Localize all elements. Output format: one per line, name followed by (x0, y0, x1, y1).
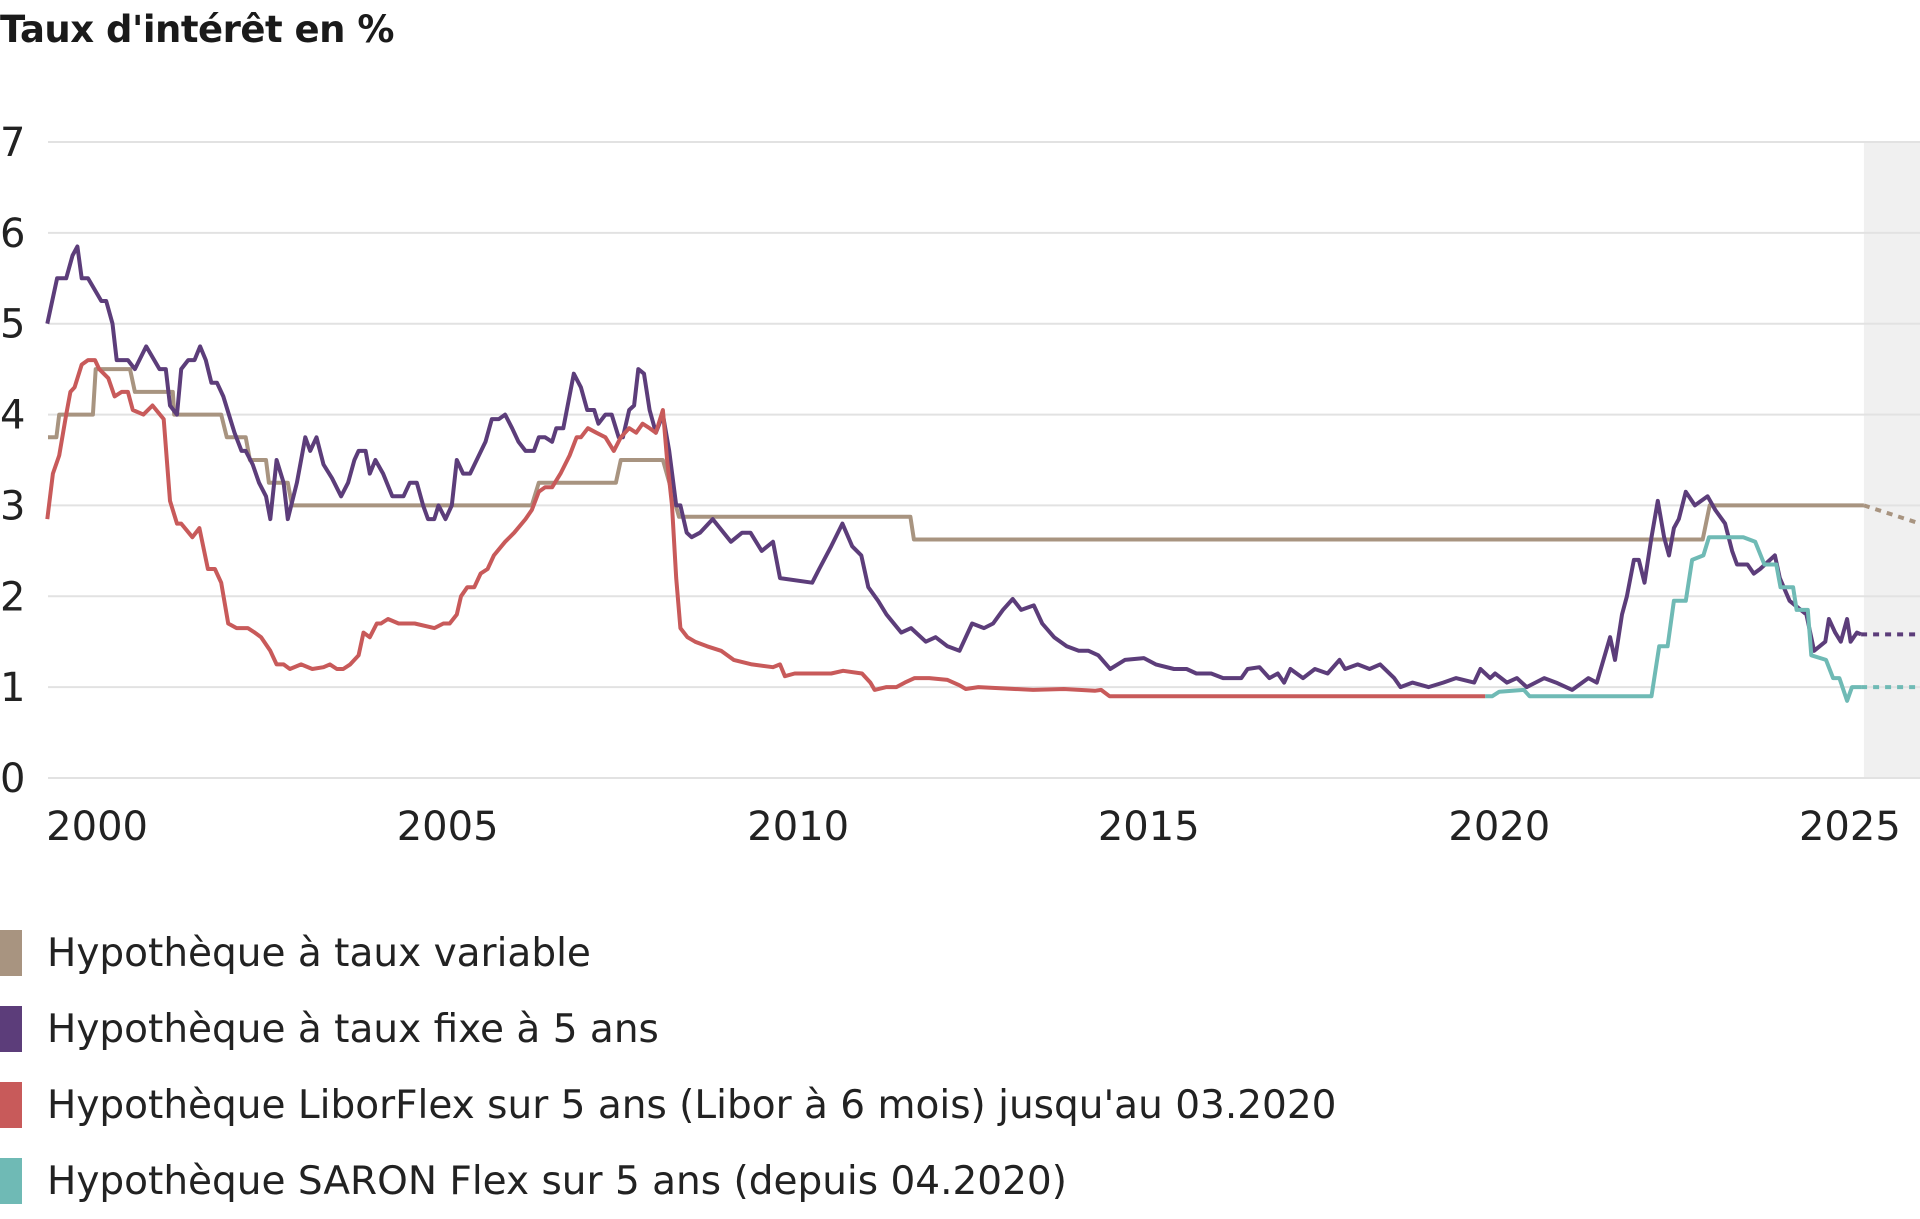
series-projection-0 (1863, 503, 1920, 526)
legend-item-variable: Hypothèque à taux variable (0, 915, 1336, 991)
legend-label: Hypothèque LiborFlex sur 5 ans (Libor à … (47, 1082, 1337, 1128)
x-tick-label: 2015 (1098, 804, 1200, 850)
y-tick-label: 1 (0, 665, 25, 711)
y-tick-label: 5 (0, 302, 25, 348)
forecast-shaded-region (1863, 142, 1920, 778)
x-tick-label: 2025 (1799, 804, 1901, 850)
series-line-3 (1485, 535, 1862, 703)
series-line-1 (45, 244, 1862, 692)
legend-label: Hypothèque à taux variable (47, 930, 591, 976)
y-tick-label: 2 (0, 574, 25, 620)
legend-item-saron-flex: Hypothèque SARON Flex sur 5 ans (depuis … (0, 1143, 1336, 1219)
series-line-0 (48, 367, 1864, 542)
legend-swatch (0, 930, 22, 976)
legend-label: Hypothèque à taux fixe à 5 ans (47, 1006, 659, 1052)
y-tick-label: 6 (0, 211, 25, 257)
chart-title: Taux d'intérêt en % (0, 8, 394, 51)
legend-swatch (0, 1158, 22, 1204)
line-chart: 0 1 2 3 4 5 6 7 2000 2005 2010 2015 2020 2025 (0, 120, 1920, 850)
legend-label: Hypothèque SARON Flex sur 5 ans (depuis … (47, 1158, 1067, 1204)
x-tick-label: 2000 (46, 804, 148, 850)
y-tick-label: 0 (0, 756, 25, 802)
legend-item-liborflex: Hypothèque LiborFlex sur 5 ans (Libor à … (0, 1067, 1336, 1143)
series-line-2 (45, 358, 1486, 699)
y-tick-label: 7 (0, 120, 25, 166)
legend-swatch (0, 1006, 22, 1052)
x-tick-label: 2005 (397, 804, 499, 850)
x-tick-label: 2020 (1448, 804, 1550, 850)
x-tick-label: 2010 (747, 804, 849, 850)
y-tick-label: 3 (0, 483, 25, 529)
legend: Hypothèque à taux variable Hypothèque à … (0, 915, 1336, 1219)
legend-swatch (0, 1082, 22, 1128)
y-tick-label: 4 (0, 393, 25, 439)
legend-item-fixed-5y: Hypothèque à taux fixe à 5 ans (0, 991, 1336, 1067)
